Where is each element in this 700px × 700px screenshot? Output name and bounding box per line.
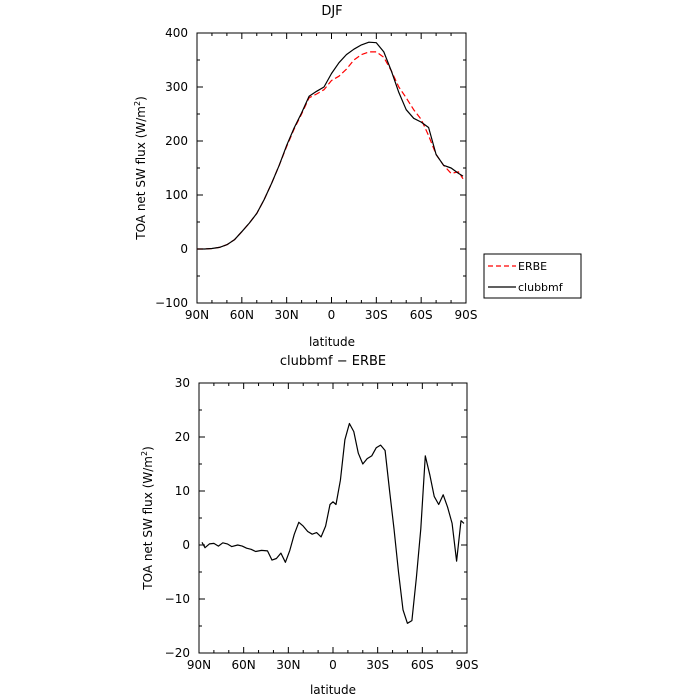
- top-chart-panel: DJF 90N 60N 30N 0 30S 60S 90S −100 0 100 200 300 400…: [133, 4, 477, 349]
- top-x-tick-label: 90N: [185, 308, 209, 322]
- top-y-tick-label: 100: [165, 188, 188, 202]
- top-series-line-erbe: [197, 51, 464, 250]
- top-x-tick-label: 30S: [365, 308, 388, 322]
- legend: ERBE clubbmf: [483, 253, 582, 299]
- bottom-x-axis-label: latitude: [310, 683, 356, 697]
- bottom-y-axis-label: TOA net SW flux (W/m2): [140, 446, 155, 591]
- bottom-chart-panel: clubbmf − ERBE 90N 60N 30N 0 30S 60S 90S −20 −10…: [140, 354, 478, 697]
- top-y-axis-label: TOA net SW flux (W/m2): [133, 96, 148, 241]
- top-x-tick-label: 30N: [275, 308, 299, 322]
- top-x-tick-label: 90S: [455, 308, 478, 322]
- top-chart-title: DJF: [321, 4, 342, 19]
- bottom-x-tick-label: 30S: [366, 658, 389, 672]
- legend-box: [483, 253, 582, 299]
- top-x-tick-label: 0: [328, 308, 336, 322]
- top-x-tick-label: 60N: [230, 308, 254, 322]
- bottom-plot-frame: [198, 382, 468, 654]
- bottom-x-tick-label: 90S: [456, 658, 479, 672]
- bottom-y-tick-label: 0: [182, 538, 190, 552]
- bottom-y-tick-label: −20: [165, 646, 190, 660]
- bottom-y-tick-label: 20: [175, 430, 190, 444]
- legend-clubbmf-label: clubbmf: [518, 281, 564, 294]
- bottom-x-tick-label: 90N: [187, 658, 211, 672]
- top-x-tick-label: 60S: [410, 308, 433, 322]
- bottom-x-tick-label: 0: [329, 658, 337, 672]
- top-y-tick-label: 300: [165, 80, 188, 94]
- bottom-y-tick-label: −10: [165, 592, 190, 606]
- top-series-line-clubbmf: [197, 41, 464, 250]
- top-y-tick-label: 0: [180, 242, 188, 256]
- top-plot-area: 90N 60N 30N 0 30S 60S 90S −100 0 100 200 300 400: [155, 26, 477, 322]
- bottom-y-tick-label: 10: [175, 484, 190, 498]
- top-y-tick-label: 200: [165, 134, 188, 148]
- top-y-tick-label: −100: [155, 296, 188, 310]
- bottom-y-tick-label: 30: [175, 376, 190, 390]
- bottom-series-line-clubbmf-erbe: [201, 422, 465, 624]
- top-x-axis-label: latitude: [309, 335, 355, 349]
- top-y-tick-label: 400: [165, 26, 188, 40]
- bottom-x-tick-label: 30N: [276, 658, 300, 672]
- bottom-plot-area: 90N 60N 30N 0 30S 60S 90S −20 −10 0 10 20 30: [165, 376, 479, 672]
- bottom-x-tick-label: 60N: [232, 658, 256, 672]
- bottom-x-tick-label: 60S: [411, 658, 434, 672]
- legend-erbe-label: ERBE: [518, 260, 547, 273]
- bottom-chart-title: clubbmf − ERBE: [280, 354, 386, 369]
